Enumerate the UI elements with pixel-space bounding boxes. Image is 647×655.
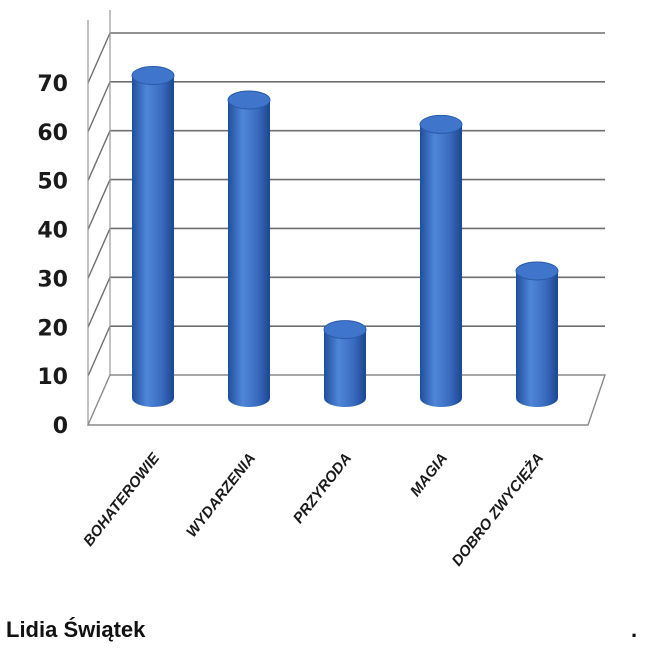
author-name: Lidia Świątek: [6, 617, 146, 642]
gridline-side: [87, 81, 111, 133]
x-category-label: PRZYRODA: [290, 450, 355, 527]
y-tick-label: 20: [37, 316, 68, 341]
bar-top: [515, 261, 559, 281]
bar: [419, 114, 463, 408]
x-category-label: BOHATEROWIE: [80, 449, 164, 549]
gridline-side: [87, 277, 111, 328]
trailing-mark: .: [631, 617, 638, 642]
gridline-side: [87, 325, 111, 377]
gridline-side: [87, 179, 111, 230]
gridline-side: [87, 130, 111, 181]
y-tick-label: 60: [37, 121, 68, 146]
bar-chart: 0 10 20 30 40 50 60 70 BOHATEROWIE WYDARZENIA PRZ…: [37, 10, 606, 569]
x-category-label: DOBRO ZWYCIĘŻA: [449, 450, 548, 569]
floor: [86, 374, 606, 426]
y-tick-label: 10: [37, 365, 68, 390]
bar-top: [419, 114, 463, 134]
y-tick-label: 40: [37, 219, 68, 244]
bars: [131, 66, 559, 408]
bar: [323, 320, 367, 407]
bar-top: [131, 66, 175, 86]
bar: [131, 66, 175, 407]
bar-body: [324, 329, 366, 407]
x-category-label: WYDARZENIA: [183, 450, 259, 541]
y-tick-label: 50: [37, 170, 68, 195]
bar-body: [516, 270, 558, 407]
bar-body: [420, 124, 462, 408]
bar: [515, 261, 559, 407]
bar-top: [227, 90, 271, 110]
x-category-label: MAGIA: [407, 450, 451, 500]
bar-body: [132, 75, 174, 407]
bar-top: [323, 320, 367, 340]
y-tick-label: 0: [53, 414, 68, 439]
gridline-side: [87, 228, 111, 279]
y-tick-label: 70: [37, 72, 68, 97]
bar: [227, 90, 271, 407]
axes: [86, 10, 606, 426]
bar-body: [228, 99, 270, 407]
gridlines: [87, 32, 605, 377]
gridline-side: [87, 32, 111, 84]
category-labels: BOHATEROWIE WYDARZENIA PRZYRODA MAGIADOBRO …: [80, 449, 547, 569]
y-tick-labels: 0 10 20 30 40 50 60 70: [37, 72, 68, 439]
y-tick-label: 30: [37, 267, 68, 292]
